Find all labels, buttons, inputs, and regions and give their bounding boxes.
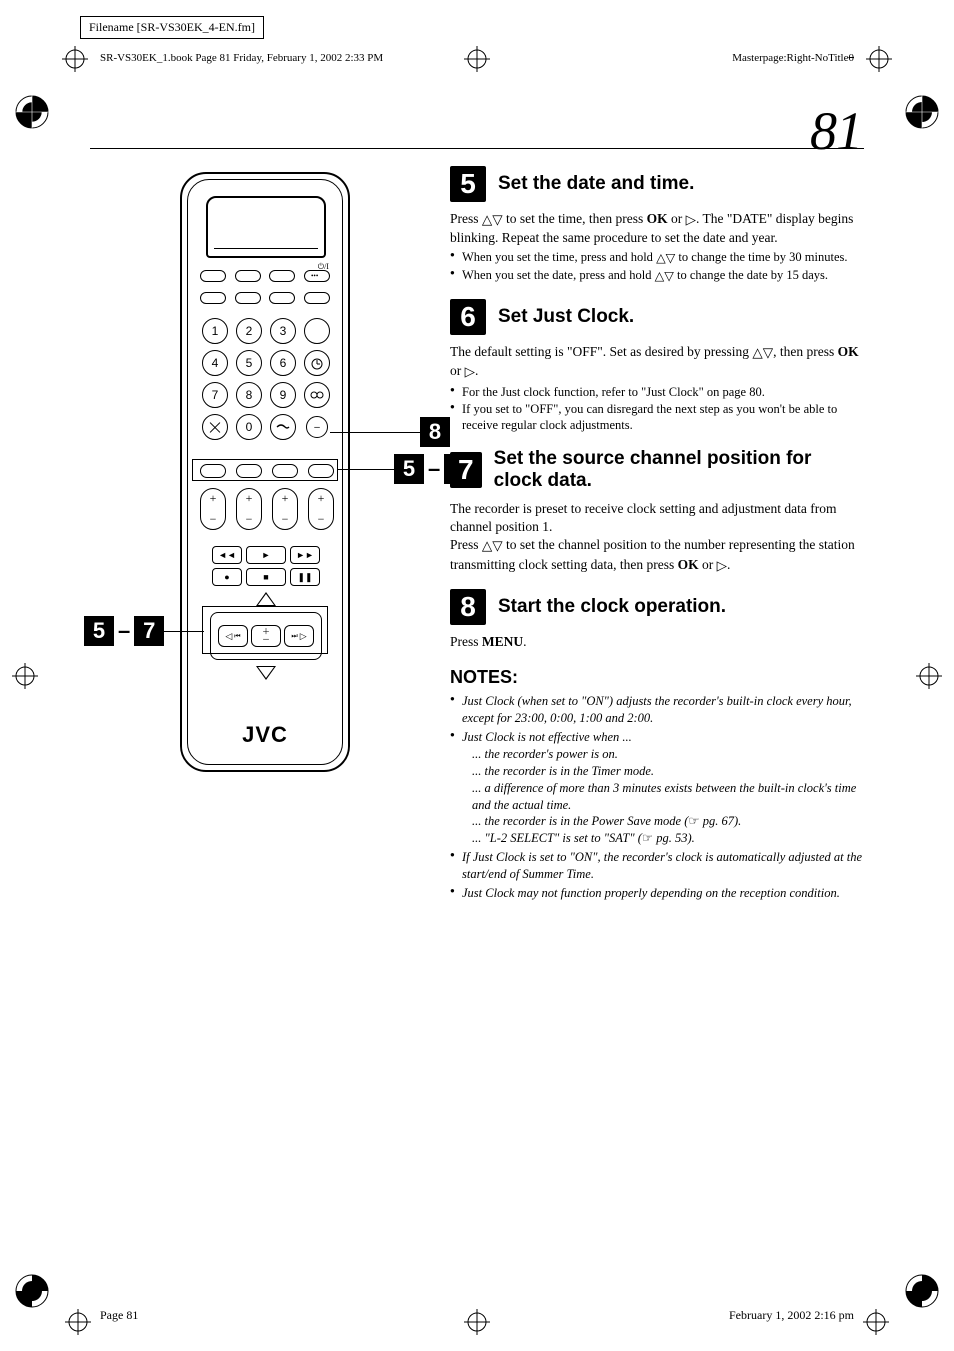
manual-page: Filename [SR-VS30EK_4-EN.fm] SR-VS30EK_1…: [0, 0, 954, 1351]
registration-mark-icon: [866, 46, 892, 72]
step-title-8: Start the clock operation.: [498, 596, 726, 618]
registration-mark-icon: [916, 663, 942, 689]
num-2-button: 2: [236, 318, 262, 344]
crop-mark-icon: [902, 1271, 942, 1311]
step-5-para: Press △▽ to set the time, then press OK …: [450, 210, 864, 247]
step-num-6: 6: [450, 299, 486, 335]
book-header: SR-VS30EK_1.book Page 81 Friday, Februar…: [100, 52, 854, 64]
step-8-para: Press MENU.: [450, 633, 864, 651]
step-8: 8 Start the clock operation. Press MENU.: [450, 589, 864, 651]
filename-label: Filename [SR-VS30EK_4-EN.fm]: [80, 16, 264, 39]
note-4: Just Clock may not function properly dep…: [450, 885, 864, 902]
note-2: Just Clock is not effective when ... ...…: [450, 729, 864, 847]
registration-mark-icon: [62, 46, 88, 72]
remote-numpad: 1 2 3 4 5 6 7 8 9 0: [202, 318, 330, 440]
remote-display-icon: [206, 196, 326, 258]
step-num-5: 5: [450, 166, 486, 202]
highlight-dpad: [202, 606, 328, 654]
registration-mark-icon: [12, 663, 38, 689]
num-4-button: 4: [202, 350, 228, 376]
registration-mark-icon: [65, 1309, 91, 1335]
footer-date: February 1, 2002 2:16 pm: [729, 1308, 854, 1323]
step-6-bullet-2: If you set to "OFF", you can disregard t…: [450, 401, 864, 435]
step-num-8: 8: [450, 589, 486, 625]
num-8-button: 8: [236, 382, 262, 408]
page-number: 81: [810, 100, 862, 162]
remote-figure: ⏻/I••• 1 2 3 4 5 6 7 8 9: [90, 160, 420, 1271]
plus-minus-row: +− +− +− +−: [200, 488, 334, 530]
timer-button: [304, 350, 330, 376]
callout-8: 8: [330, 417, 450, 447]
registration-mark-icon: [863, 1309, 889, 1335]
brand-logo: JVC: [182, 722, 348, 748]
step-title-6: Set Just Clock.: [498, 306, 634, 328]
content-area: ⏻/I••• 1 2 3 4 5 6 7 8 9: [90, 160, 864, 1271]
transport-controls: ◄◄►►► ●■❚❚: [212, 542, 320, 586]
masterpage-label: Masterpage:Right-NoTitle0: [732, 52, 854, 64]
cancel-button: [202, 414, 228, 440]
footer: Page 81 February 1, 2002 2:16 pm: [100, 1308, 854, 1323]
num-0-button: 0: [236, 414, 262, 440]
dash-button: –: [306, 416, 328, 438]
instructions-column: 5 Set the date and time. Press △▽ to set…: [450, 160, 864, 1271]
step-title-5: Set the date and time.: [498, 173, 694, 195]
num-5-button: 5: [236, 350, 262, 376]
crop-mark-icon: [902, 92, 942, 132]
page-ref-icon: ☞: [688, 813, 699, 830]
top-rule: [90, 148, 864, 149]
page-ref-icon: ☞: [642, 830, 653, 847]
num-6-button: 6: [270, 350, 296, 376]
num-7-button: 7: [202, 382, 228, 408]
step-6-bullet-1: For the Just clock function, refer to "J…: [450, 384, 864, 401]
notes-heading: NOTES:: [450, 665, 864, 689]
num-1-button: 1: [202, 318, 228, 344]
step-5-bullet-1: When you set the time, press and hold △▽…: [450, 249, 864, 267]
notes-section: NOTES: Just Clock (when set to "ON") adj…: [450, 665, 864, 902]
note-1: Just Clock (when set to "ON") adjusts th…: [450, 693, 864, 727]
enter-button: [270, 414, 296, 440]
step-5-bullet-2: When you set the date, press and hold △▽…: [450, 267, 864, 285]
aux-button: [304, 318, 330, 344]
crop-mark-icon: [12, 1271, 52, 1311]
footer-page: Page 81: [100, 1308, 138, 1323]
step-title-7: Set the source channel position for cloc…: [494, 448, 864, 492]
step-6-para: The default setting is "OFF". Set as des…: [450, 343, 864, 381]
triangle-up-down-icon: △▽: [482, 211, 503, 229]
num-3-button: 3: [270, 318, 296, 344]
step-7: 7 Set the source channel position for cl…: [450, 448, 864, 575]
step-7-para: The recorder is preset to receive clock …: [450, 500, 864, 575]
highlight-menu-row: [192, 459, 338, 481]
triangle-right-icon: ▷: [686, 211, 696, 229]
step-5: 5 Set the date and time. Press △▽ to set…: [450, 166, 864, 285]
step-num-7: 7: [450, 452, 482, 488]
note-3: If Just Clock is set to "ON", the record…: [450, 849, 864, 883]
rec-button: [304, 382, 330, 408]
crop-mark-icon: [12, 92, 52, 132]
book-header-text: SR-VS30EK_1.book Page 81 Friday, Februar…: [100, 52, 383, 64]
step-6: 6 Set Just Clock. The default setting is…: [450, 299, 864, 434]
callout-5-7-left: 5 – 7: [84, 616, 204, 646]
num-9-button: 9: [270, 382, 296, 408]
